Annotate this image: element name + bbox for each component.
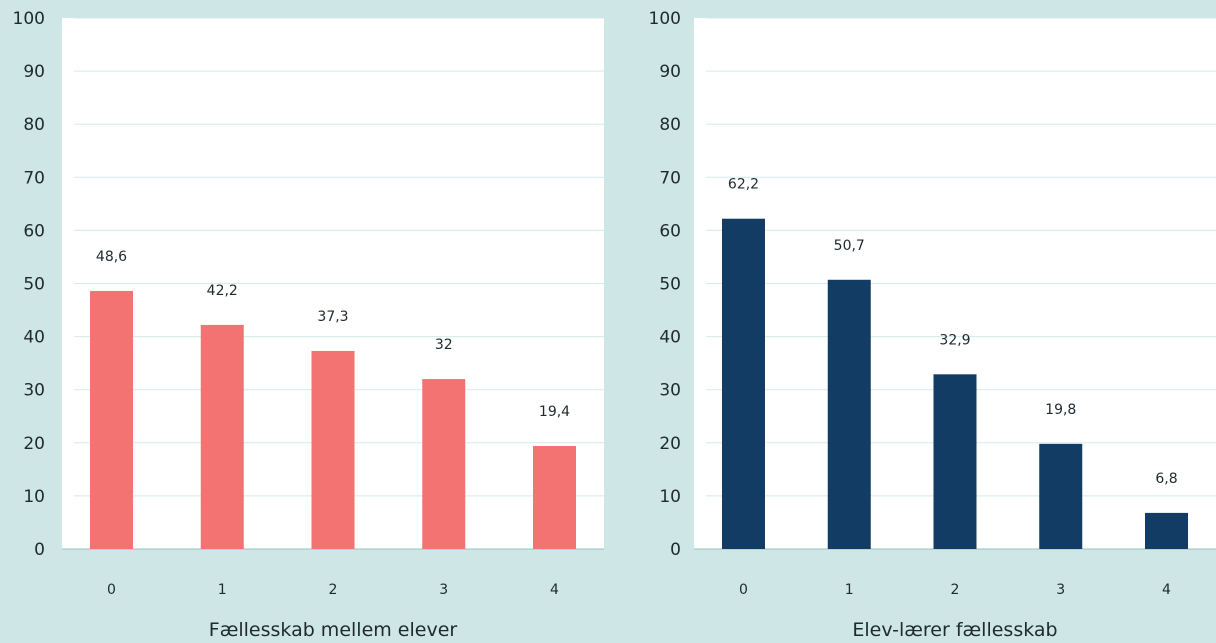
x-axis-title: Elev-lærer fællesskab — [852, 619, 1057, 641]
y-tick-label: 90 — [659, 62, 681, 82]
y-tick-label: 70 — [23, 168, 45, 188]
data-label: 19,8 — [1045, 402, 1076, 418]
x-tick-label: 2 — [951, 582, 960, 598]
bar-4 — [1145, 512, 1188, 549]
x-tick-label: 4 — [550, 582, 559, 598]
y-tick-label: 100 — [13, 9, 45, 29]
x-tick-label: 2 — [329, 582, 338, 598]
y-tick-label: 70 — [659, 168, 681, 188]
y-tick-label: 80 — [659, 115, 681, 135]
data-label: 62,2 — [728, 177, 759, 193]
y-tick-label: 0 — [670, 540, 681, 560]
y-tick-label: 80 — [23, 115, 45, 135]
bar-4 — [533, 445, 576, 549]
bar-2 — [311, 350, 355, 549]
y-tick-label: 30 — [23, 381, 45, 401]
y-tick-label: 10 — [659, 487, 681, 507]
bar-0 — [90, 290, 133, 549]
y-tick-label: 50 — [659, 275, 681, 295]
y-tick-label: 50 — [23, 275, 45, 295]
data-label: 32 — [435, 337, 453, 353]
chart-2: 0 10 20 30 40 50 60 70 80 90 100 62,2 0 50,7 1 32,9 2 19,… — [649, 9, 1216, 641]
y-tick-label: 100 — [649, 9, 681, 29]
y-tick-label: 40 — [23, 328, 45, 348]
x-tick-label: 1 — [845, 582, 854, 598]
bar-3 — [1039, 443, 1083, 549]
data-label: 37,3 — [317, 309, 348, 325]
data-label: 50,7 — [834, 238, 865, 254]
bar-3 — [422, 379, 466, 549]
x-tick-label: 3 — [439, 582, 448, 598]
chart-1: 0 10 20 30 40 50 60 70 80 90 100 48,6 0 42,2 1 37,3 2 32 3… — [13, 9, 604, 641]
bar-2 — [933, 374, 977, 549]
y-tick-label: 20 — [23, 434, 45, 454]
data-label: 42,2 — [207, 283, 238, 299]
x-tick-label: 0 — [739, 582, 748, 598]
y-tick-label: 20 — [659, 434, 681, 454]
y-tick-label: 10 — [23, 487, 45, 507]
bar-1 — [200, 324, 244, 549]
data-label: 6,8 — [1155, 471, 1177, 487]
x-tick-label: 1 — [218, 582, 227, 598]
x-tick-label: 3 — [1056, 582, 1065, 598]
data-label: 48,6 — [96, 249, 127, 265]
y-tick-label: 0 — [34, 540, 45, 560]
y-tick-label: 40 — [659, 328, 681, 348]
y-tick-label: 60 — [23, 221, 45, 241]
y-tick-label: 30 — [659, 381, 681, 401]
x-tick-label: 0 — [107, 582, 116, 598]
x-axis-title: Fællesskab mellem elever — [209, 619, 458, 641]
y-tick-label: 90 — [23, 62, 45, 82]
bar-1 — [827, 279, 871, 549]
data-label: 32,9 — [939, 332, 970, 348]
bar-0 — [722, 218, 765, 549]
x-tick-label: 4 — [1162, 582, 1171, 598]
data-label: 19,4 — [539, 404, 570, 420]
y-tick-label: 60 — [659, 221, 681, 241]
